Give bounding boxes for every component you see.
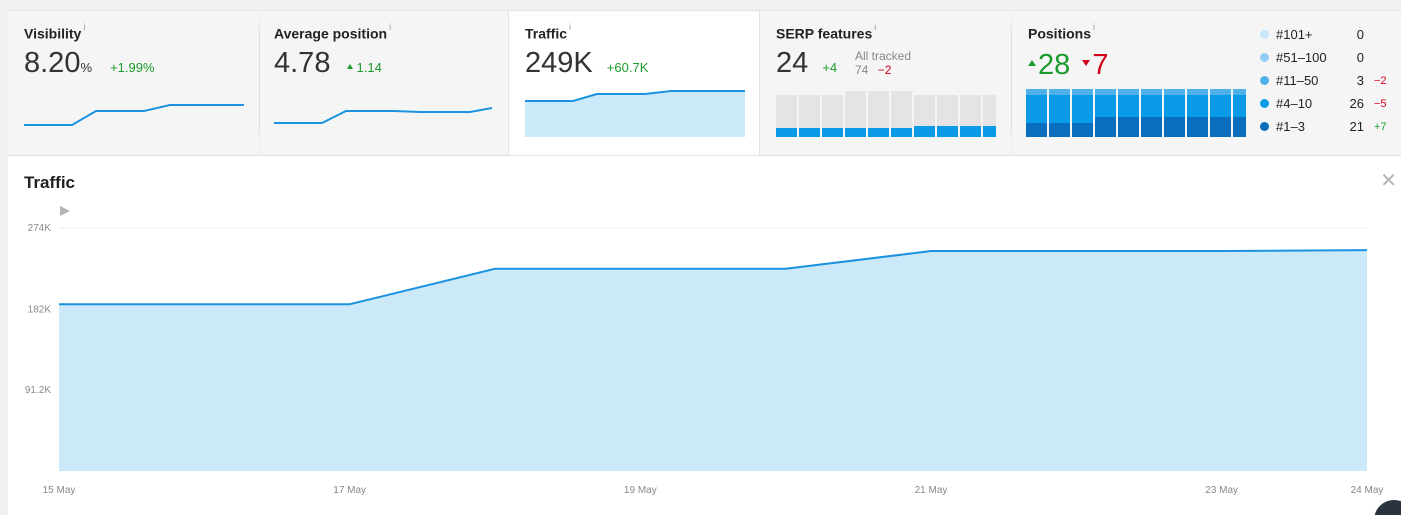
- positions-title: Positions i: [1028, 22, 1096, 42]
- arrow-up-icon: [346, 64, 353, 70]
- traffic-sparkline: [525, 90, 745, 137]
- avg-position-delta: 1.14: [346, 60, 382, 75]
- traffic-line: [59, 249, 1368, 306]
- legend-item[interactable]: #11–50 3 −2: [1260, 72, 1400, 95]
- x-tick-label: 15 May: [43, 485, 76, 496]
- page-title: Traffic: [24, 173, 76, 192]
- close-icon[interactable]: ✕: [1380, 170, 1397, 192]
- divider: [259, 26, 260, 134]
- arrow-up-icon: [1028, 60, 1036, 67]
- visibility-value: 8.20% +1.99%: [24, 47, 155, 79]
- visibility-card[interactable]: Visibility i 8.20% +1.99%: [8, 10, 258, 154]
- traffic-chart: 274K 182K 91.2K 15 May 17 May 19 May 21 May 23 …: [25, 206, 1384, 496]
- legend-item[interactable]: #1–3 21 +7: [1260, 118, 1400, 141]
- avg-position-title: Average position i: [274, 22, 392, 42]
- x-tick-label: 23 May: [1205, 485, 1238, 496]
- info-icon[interactable]: i: [389, 22, 392, 32]
- y-tick-label: 182K: [28, 305, 52, 316]
- legend-item[interactable]: #51–100 0: [1260, 49, 1400, 72]
- x-tick-label: 21 May: [915, 485, 948, 496]
- legend-item[interactable]: #4–10 26 −5: [1260, 95, 1400, 118]
- play-icon[interactable]: [60, 206, 70, 216]
- serp-features-barchart: [776, 91, 996, 137]
- chat-bubble-icon[interactable]: [1374, 500, 1401, 515]
- x-tick-label: 17 May: [333, 485, 366, 496]
- info-icon[interactable]: i: [1093, 22, 1096, 32]
- traffic-card[interactable]: Traffic i 249K +60.7K: [508, 10, 760, 156]
- metric-cards: Visibility i 8.20% +1.99% Average positio…: [8, 10, 1401, 156]
- visibility-sparkline: [24, 104, 244, 126]
- traffic-title: Traffic i: [525, 22, 572, 42]
- legend-dot: [1260, 122, 1269, 131]
- avg-position-card[interactable]: Average position i 4.78 1.14: [260, 10, 508, 154]
- info-icon[interactable]: i: [569, 22, 572, 32]
- positions-change: 28 7: [1028, 49, 1108, 82]
- avg-position-sparkline: [274, 107, 493, 124]
- y-tick-label: 274K: [28, 223, 52, 234]
- x-tick-label: 19 May: [624, 485, 657, 496]
- all-tracked-value: 74 −2: [855, 63, 892, 77]
- divider: [1011, 26, 1012, 134]
- legend-dot: [1260, 53, 1269, 62]
- legend-dot: [1260, 30, 1269, 39]
- all-tracked-label: All tracked: [855, 49, 912, 63]
- visibility-delta: +1.99%: [110, 60, 155, 75]
- x-tick-label: 24 May: [1351, 485, 1384, 496]
- legend-item[interactable]: #101+ 0: [1260, 26, 1400, 49]
- traffic-value: 249K +60.7K: [525, 47, 649, 79]
- positions-card[interactable]: Positions i 28 7: [1012, 10, 1401, 154]
- traffic-chart-panel: Traffic ✕ 274K 182K 91.2K 15 May 17 May 19 Ma…: [8, 155, 1401, 515]
- info-icon[interactable]: i: [874, 22, 877, 32]
- legend-dot: [1260, 76, 1269, 85]
- traffic-area: [59, 250, 1367, 471]
- arrow-down-icon: [1082, 60, 1091, 67]
- serp-features-card[interactable]: SERP features i 24 +4 All tracked 74 −2: [760, 10, 1010, 154]
- avg-position-value: 4.78 1.14: [274, 47, 382, 79]
- visibility-title: Visibility i: [24, 22, 86, 42]
- legend-dot: [1260, 99, 1269, 108]
- positions-barchart: [1026, 89, 1246, 137]
- y-tick-label: 91.2K: [25, 385, 51, 396]
- serp-features-title: SERP features i: [776, 22, 877, 42]
- serp-features-delta: +4: [822, 60, 838, 75]
- traffic-delta: +60.7K: [606, 60, 649, 75]
- serp-features-value: 24 +4: [776, 47, 838, 79]
- info-icon[interactable]: i: [83, 22, 86, 32]
- positions-legend: #101+ 0 #51–100 0 #11–50 3 −2 #4–10 26 −5 #1–3…: [1260, 26, 1400, 141]
